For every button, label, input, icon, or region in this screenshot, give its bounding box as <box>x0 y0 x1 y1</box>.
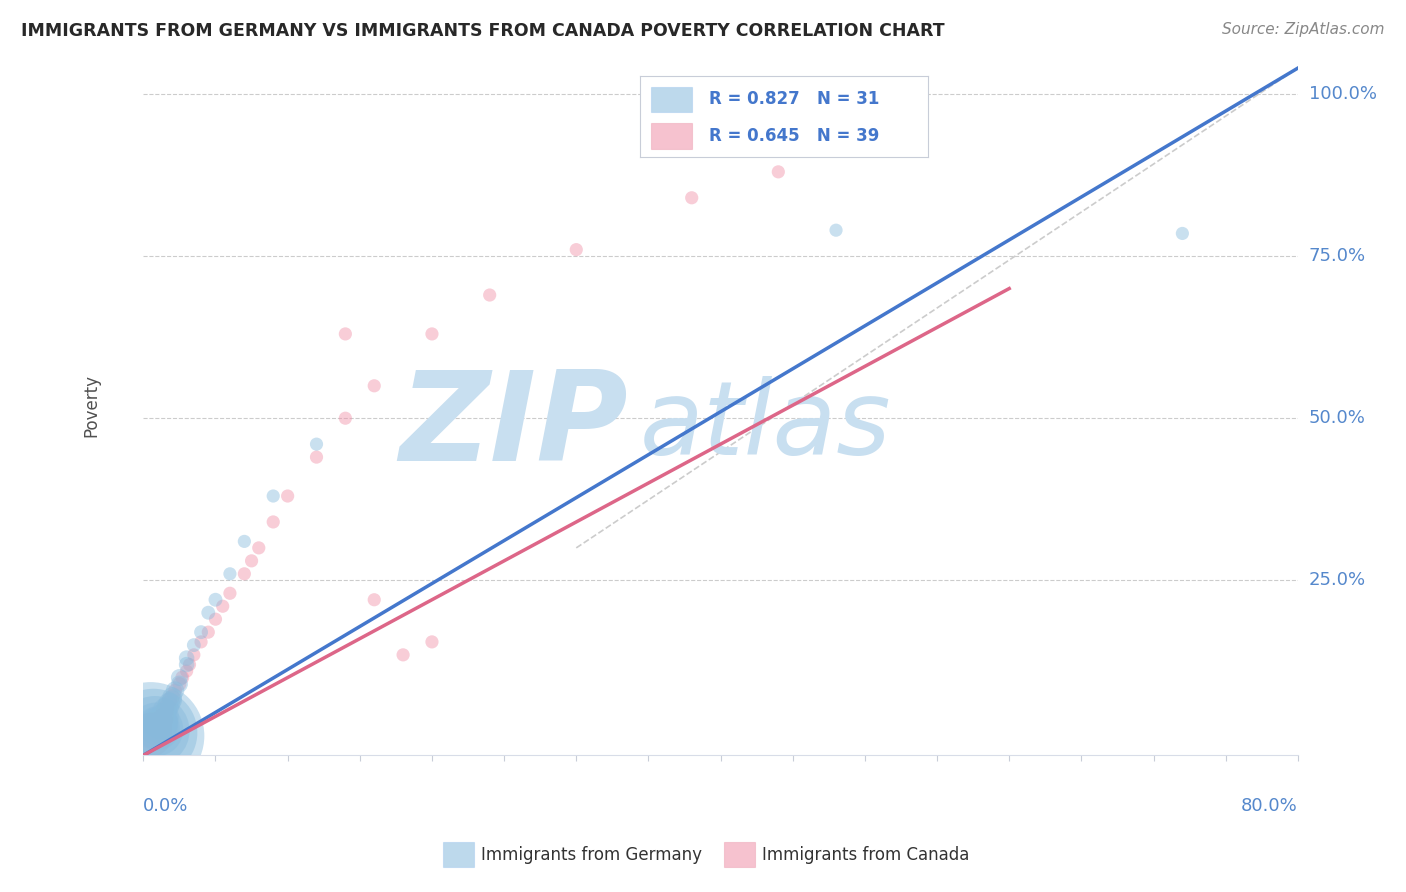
Point <box>176 657 198 672</box>
Point <box>262 515 284 529</box>
Point <box>197 625 219 640</box>
Point <box>160 690 183 704</box>
Point <box>150 715 173 730</box>
Point <box>183 648 205 662</box>
Point <box>152 713 174 727</box>
Point <box>335 411 357 425</box>
Text: 0.0%: 0.0% <box>143 797 188 815</box>
Point <box>335 326 357 341</box>
Point <box>139 728 162 742</box>
Text: Source: ZipAtlas.com: Source: ZipAtlas.com <box>1222 22 1385 37</box>
Point <box>142 723 165 738</box>
Point <box>169 671 191 685</box>
Text: atlas: atlas <box>640 376 891 476</box>
Point <box>277 489 299 503</box>
Point <box>169 677 191 691</box>
Point <box>150 713 173 727</box>
Point <box>146 719 169 733</box>
Point <box>176 651 198 665</box>
Point <box>153 703 176 717</box>
Text: 100.0%: 100.0% <box>1309 85 1376 103</box>
Text: Immigrants from Germany: Immigrants from Germany <box>481 846 702 863</box>
Point <box>1171 227 1194 241</box>
Point <box>149 715 172 730</box>
Point <box>165 683 187 698</box>
Point <box>219 586 242 600</box>
Point <box>153 709 176 723</box>
Point <box>240 554 263 568</box>
Point <box>247 541 270 555</box>
Text: Poverty: Poverty <box>83 374 100 437</box>
Point <box>565 243 588 257</box>
Point <box>305 450 328 464</box>
Point <box>363 379 385 393</box>
Point <box>681 191 703 205</box>
Point <box>146 719 169 733</box>
Text: Immigrants from Canada: Immigrants from Canada <box>762 846 969 863</box>
Point <box>183 638 205 652</box>
Text: 50.0%: 50.0% <box>1309 409 1365 427</box>
Text: 25.0%: 25.0% <box>1309 571 1367 590</box>
Point <box>157 693 180 707</box>
Point <box>190 635 212 649</box>
Point <box>305 437 328 451</box>
Point <box>139 729 162 743</box>
Point <box>204 612 226 626</box>
Point <box>142 725 165 739</box>
Point <box>219 566 242 581</box>
Point <box>825 223 848 237</box>
Text: 75.0%: 75.0% <box>1309 247 1367 265</box>
Point <box>156 699 179 714</box>
Text: 80.0%: 80.0% <box>1241 797 1298 815</box>
Point <box>153 709 176 723</box>
Point <box>149 719 172 733</box>
Point <box>478 288 501 302</box>
Text: ZIP: ZIP <box>399 366 628 487</box>
Text: IMMIGRANTS FROM GERMANY VS IMMIGRANTS FROM CANADA POVERTY CORRELATION CHART: IMMIGRANTS FROM GERMANY VS IMMIGRANTS FR… <box>21 22 945 40</box>
Point <box>169 677 191 691</box>
Point <box>145 723 167 737</box>
Point <box>197 606 219 620</box>
Point <box>420 635 443 649</box>
Point <box>146 721 169 735</box>
Point <box>768 165 790 179</box>
Point <box>392 648 415 662</box>
Point <box>172 671 194 685</box>
Point <box>262 489 284 503</box>
Point <box>233 566 256 581</box>
Point <box>165 683 187 698</box>
Point <box>148 715 170 730</box>
Point <box>363 592 385 607</box>
Point <box>176 664 198 678</box>
Point <box>143 723 166 738</box>
Point <box>204 592 226 607</box>
Point <box>179 657 201 672</box>
Point <box>160 690 183 704</box>
Point <box>153 703 176 717</box>
Point <box>233 534 256 549</box>
Point <box>157 697 180 711</box>
Point <box>145 723 167 737</box>
Point <box>156 698 179 712</box>
Point <box>160 693 183 707</box>
Point <box>190 625 212 640</box>
Point <box>211 599 233 614</box>
Point <box>420 326 443 341</box>
